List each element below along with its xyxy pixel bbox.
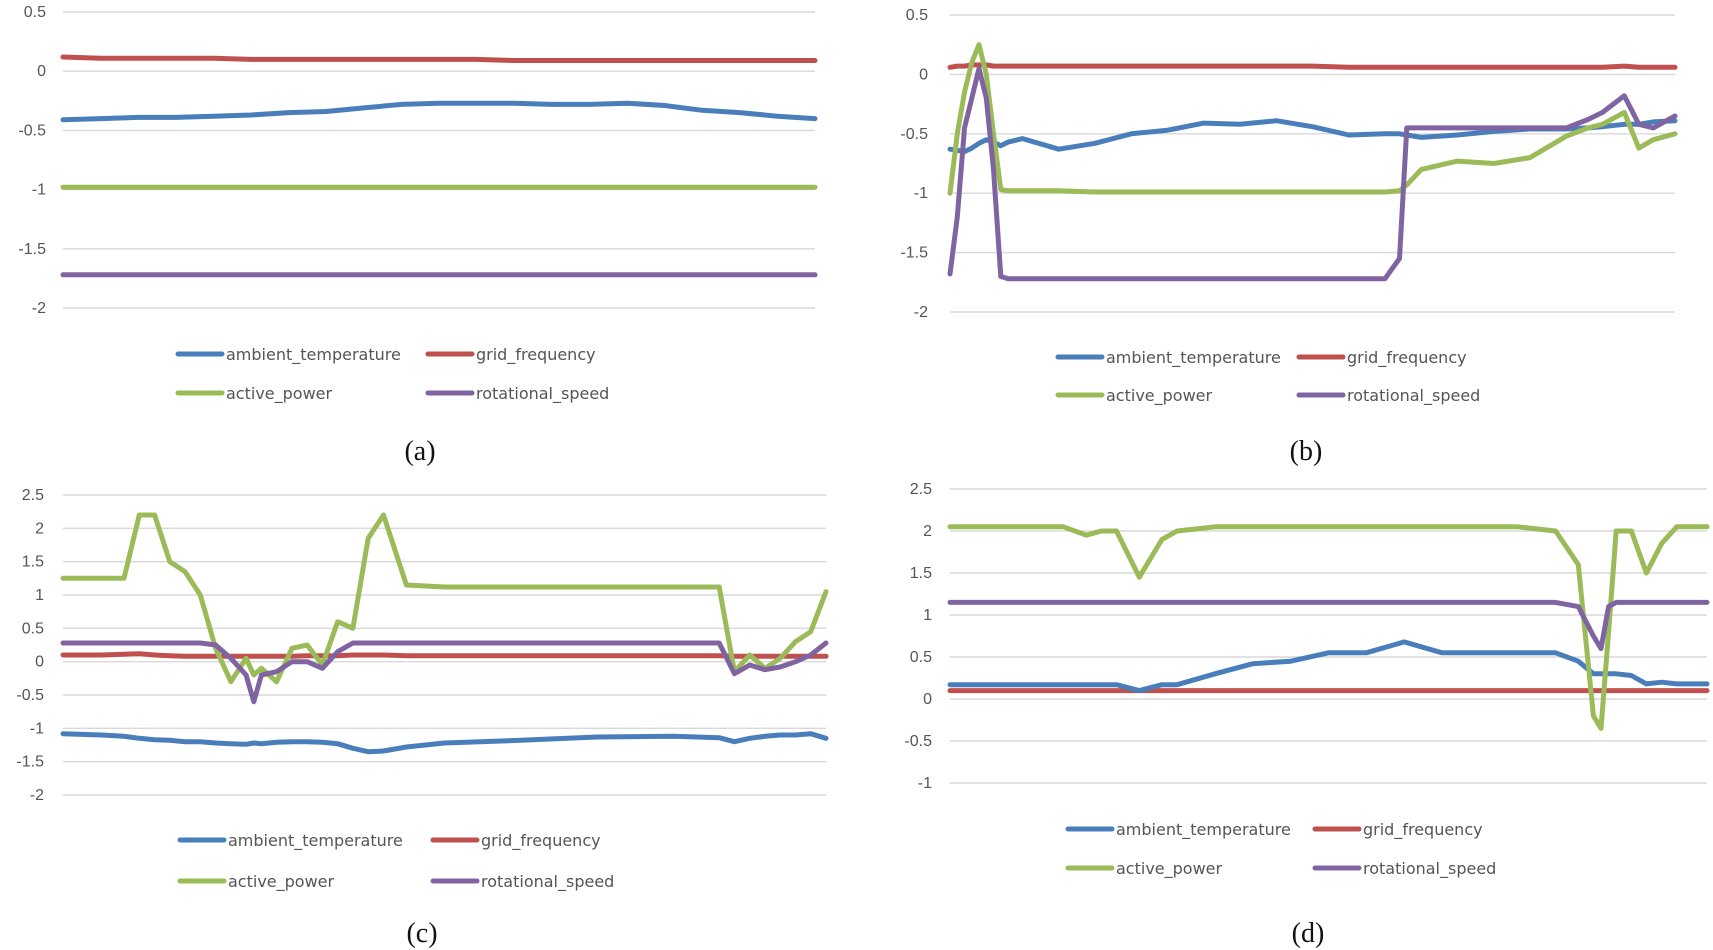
series-line-rotational-speed (60, 640, 829, 705)
legend-item: rotational_speed (1296, 386, 1480, 406)
y-tick-label: -1 (918, 775, 932, 792)
legend-item: grid_frequency (430, 831, 601, 851)
legend-label: active_power (1116, 859, 1223, 879)
y-tick-label: -0.5 (900, 126, 928, 143)
y-tick-label: -1.5 (16, 754, 44, 771)
y-tick-label: 1 (923, 607, 932, 624)
chart-panel-2: 0.5 0 -0.5 -1 -1.5 -2 ambient_temperature grid_… (900, 7, 1678, 467)
legend-label: active_power (226, 384, 333, 404)
y-tick-label: 0 (37, 63, 46, 80)
y-tick-label: -1.5 (18, 241, 46, 258)
legend-item: grid_frequency (1296, 348, 1467, 368)
y-tick-label: 0 (919, 66, 928, 83)
legend-item: ambient_temperature (1065, 820, 1291, 840)
legend-item: rotational_speed (430, 872, 614, 892)
y-tick-label: -2 (32, 300, 46, 317)
legend-label: rotational_speed (1363, 859, 1496, 879)
legend-label: rotational_speed (481, 872, 614, 892)
legend-label: rotational_speed (1347, 386, 1480, 406)
y-tick-label: 0 (35, 654, 44, 671)
series-line-ambient-temperature (60, 100, 818, 123)
y-tick-label: -1 (32, 182, 46, 199)
legend-label: ambient_temperature (1106, 348, 1281, 368)
legend-label: grid_frequency (481, 831, 601, 851)
y-tick-label: -2 (914, 304, 928, 321)
series-line-rotational-speed (947, 66, 1678, 282)
legend-label: grid_frequency (1347, 348, 1467, 368)
y-tick-label: 0.5 (910, 649, 932, 666)
y-tick-label: -0.5 (16, 687, 44, 704)
series-line-active-power (947, 42, 1678, 196)
y-tick-label: 1.5 (22, 554, 44, 571)
legend-label: active_power (228, 872, 335, 892)
y-tick-label: 0.5 (906, 7, 928, 24)
legend-item: ambient_temperature (175, 345, 401, 365)
panel-caption: (b) (1290, 436, 1323, 467)
legend-item: active_power (1065, 859, 1223, 879)
chart-panel-4: 2.5 2 1.5 1 0.5 0 -0.5 -1 ambient_temperature gri… (904, 481, 1710, 949)
series-line-grid-frequency (60, 54, 818, 63)
y-tick-label: 0.5 (22, 620, 44, 637)
legend-label: ambient_temperature (1116, 820, 1291, 840)
y-tick-label: 0 (923, 691, 932, 708)
y-tick-label: 2 (923, 523, 932, 540)
y-tick-label: 1 (35, 587, 44, 604)
y-tick-label: 1.5 (910, 565, 932, 582)
series-line-ambient-temperature (60, 731, 829, 755)
panel-caption: (c) (406, 918, 437, 949)
panel-caption: (a) (404, 436, 435, 467)
series-line-active-power (60, 512, 829, 685)
legend-item: active_power (177, 872, 335, 892)
y-tick-label: -1 (914, 185, 928, 202)
legend-item: ambient_temperature (177, 831, 403, 851)
legend-item: grid_frequency (425, 345, 596, 365)
series-line-active-power (947, 524, 1710, 731)
legend-label: grid_frequency (1363, 820, 1483, 840)
series-line-grid-frequency (60, 651, 829, 659)
series-line-grid-frequency (947, 62, 1678, 70)
y-tick-label: -0.5 (18, 122, 46, 139)
y-tick-label: -2 (30, 787, 44, 804)
y-tick-label: 0.5 (24, 4, 46, 21)
legend-item: rotational_speed (425, 384, 609, 404)
chart-panel-3: 2.5 2 1.5 1 0.5 0 -0.5 -1 -1.5 -2 ambient_temperat… (16, 487, 829, 949)
legend-item: active_power (1055, 386, 1213, 406)
legend-label: grid_frequency (476, 345, 596, 365)
legend-item: grid_frequency (1312, 820, 1483, 840)
legend-label: ambient_temperature (226, 345, 401, 365)
legend-label: rotational_speed (476, 384, 609, 404)
chart-panel-1: 0.5 0 -0.5 -1 -1.5 -2 ambient_temperature grid_… (18, 4, 818, 467)
legend-item: rotational_speed (1312, 859, 1496, 879)
y-tick-label: -1.5 (900, 245, 928, 262)
legend-label: active_power (1106, 386, 1213, 406)
panel-caption: (d) (1292, 918, 1325, 949)
y-tick-label: 2.5 (22, 487, 44, 504)
legend-item: ambient_temperature (1055, 348, 1281, 368)
legend-label: ambient_temperature (228, 831, 403, 851)
series-line-ambient-temperature (947, 639, 1710, 694)
y-tick-label: 2 (35, 520, 44, 537)
legend-item: active_power (175, 384, 333, 404)
y-tick-label: -1 (30, 720, 44, 737)
y-tick-label: -0.5 (904, 733, 932, 750)
y-tick-label: 2.5 (910, 481, 932, 498)
series-line-rotational-speed (947, 599, 1710, 652)
